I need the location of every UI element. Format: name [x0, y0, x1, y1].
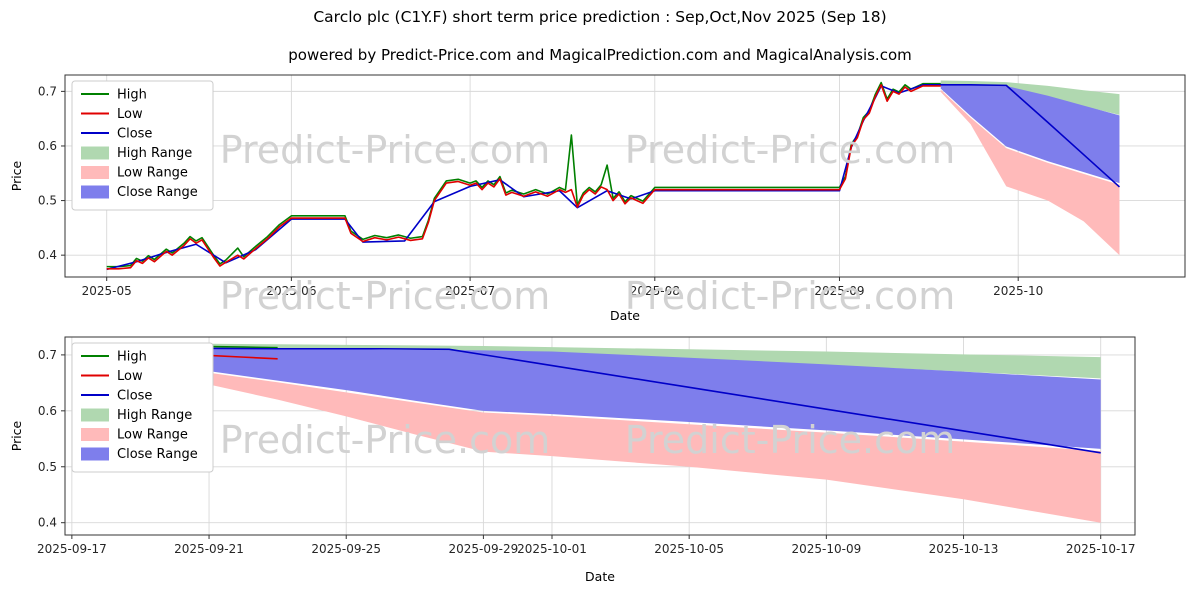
chart-title: Carclo plc (C1Y.F) short term price pred…	[313, 8, 887, 26]
y-tick-label: 0.5	[38, 194, 57, 208]
x-tick-label: 2025-10-01	[517, 542, 587, 556]
legend-swatch-low-range	[81, 166, 109, 179]
legend-label: Close	[117, 127, 152, 142]
axes-frame	[64, 74, 1186, 278]
low-range-band	[71, 353, 1101, 523]
x-axis-label: Date	[585, 569, 615, 584]
axes-frame	[64, 336, 1136, 536]
legend-label: High Range	[117, 408, 192, 423]
x-tick-label: 2025-09-17	[37, 542, 107, 556]
x-tick-label: 2025-09-25	[311, 542, 381, 556]
x-tick-label: 2025-09	[814, 284, 864, 298]
legend-swatch-low-range	[81, 428, 109, 441]
legend-label: Low Range	[117, 166, 188, 181]
y-tick-label: 0.5	[38, 460, 57, 474]
x-tick-label: 2025-10-17	[1066, 542, 1136, 556]
close-range-band	[71, 347, 1101, 449]
y-tick-label: 0.6	[38, 404, 57, 418]
x-tick-label: 2025-05	[82, 284, 132, 298]
legend-swatch-close-range	[81, 185, 109, 199]
legend-swatch-close-range	[81, 447, 109, 461]
y-axis-label: Price	[9, 420, 24, 451]
low-range-band	[940, 89, 1120, 256]
legend-label: Close	[117, 389, 152, 404]
x-tick-label: 2025-09-21	[174, 542, 244, 556]
y-tick-label: 0.7	[38, 348, 57, 362]
y-tick-label: 0.6	[38, 139, 57, 153]
x-tick-label: 2025-10-05	[654, 542, 724, 556]
legend-label: Low Range	[117, 428, 188, 443]
x-tick-label: 2025-09-29	[449, 542, 519, 556]
legend-label: Low	[117, 107, 143, 122]
x-tick-label: 2025-10-13	[929, 542, 999, 556]
legend-label: High	[117, 350, 147, 365]
x-tick-label: 2025-08	[630, 284, 680, 298]
legend-label: Low	[117, 369, 143, 384]
y-tick-label: 0.4	[38, 248, 57, 262]
x-tick-label: 2025-07	[445, 284, 495, 298]
chart-subtitle: powered by Predict-Price.com and Magical…	[288, 46, 912, 64]
high-line	[106, 81, 941, 268]
high-range-band	[940, 80, 1120, 115]
x-tick-label: 2025-10	[993, 284, 1043, 298]
high-range-band	[71, 343, 1101, 379]
y-axis-label: Price	[9, 160, 24, 191]
x-tick-label: 2025-10-09	[791, 542, 861, 556]
legend-label: High Range	[117, 146, 192, 161]
x-axis-label: Date	[610, 308, 640, 323]
close-range-band	[940, 83, 1120, 184]
legend-label: High	[117, 88, 147, 103]
close-line	[71, 347, 1101, 454]
prediction-zoom-chart: 2025-09-17 2025-09-21 2025-09-25 2025-09-29…	[9, 336, 1136, 584]
x-tick-label: 2025-06	[266, 284, 316, 298]
y-tick-label: 0.7	[38, 84, 57, 98]
legend-swatch-high-range	[81, 408, 109, 422]
legend-label: Close Range	[117, 447, 198, 462]
legend-swatch-high-range	[81, 146, 109, 160]
y-tick-label: 0.4	[38, 516, 57, 530]
low-line	[106, 84, 941, 270]
legend-label: Close Range	[117, 185, 198, 200]
price-history-prediction-chart: 2025-05 2025-06 2025-07 2025-08 2025-09 2025-…	[9, 74, 1186, 323]
